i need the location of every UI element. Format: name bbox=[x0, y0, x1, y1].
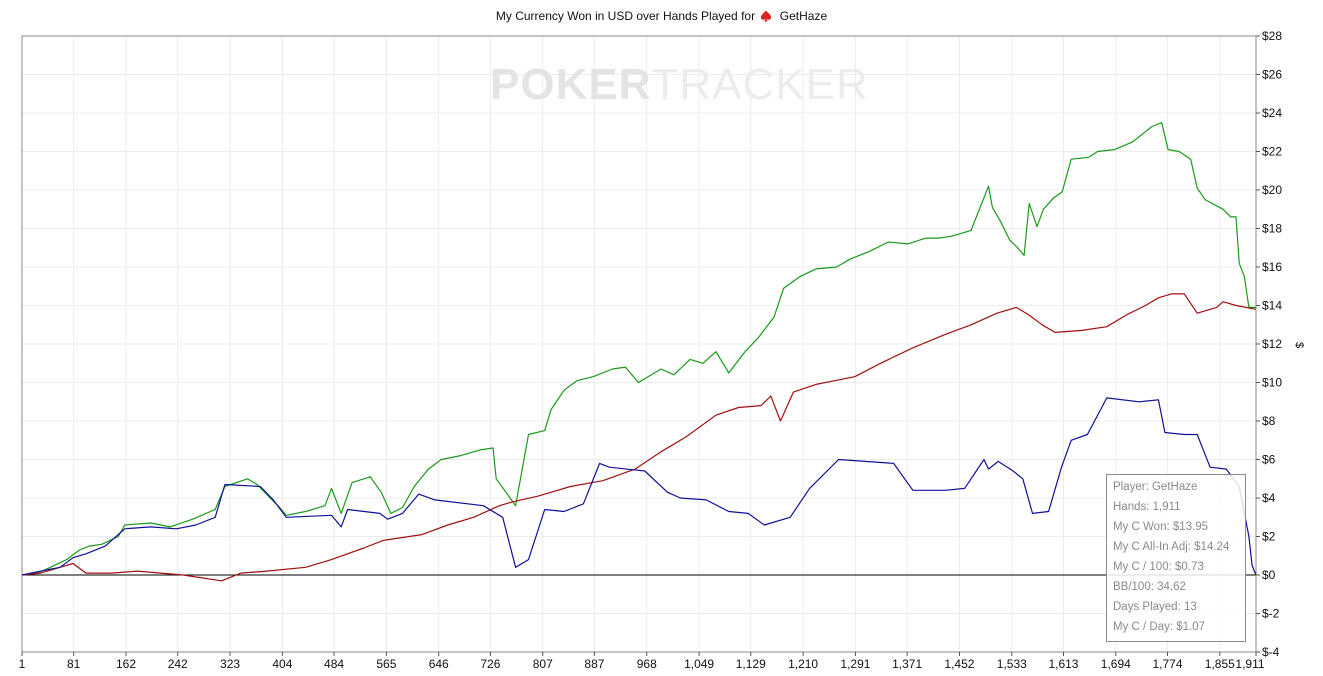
x-tick-label: 484 bbox=[324, 657, 344, 671]
x-tick-label: 1,694 bbox=[1101, 657, 1131, 671]
x-tick-label: 1,774 bbox=[1152, 657, 1182, 671]
stat-won: My C Won: $13.95 bbox=[1113, 521, 1209, 533]
y-axis-ticks: $-4 $-2 $0 $2 $4 $6 $8 $10 $12 $14 $16 $18 $20 $22 $24… bbox=[1256, 29, 1282, 659]
x-tick-label: 1,210 bbox=[788, 657, 818, 671]
series-won-line bbox=[21, 122, 1256, 576]
y-tick-label: $0 bbox=[1262, 568, 1276, 582]
stats-box: Player: GetHaze Hands: 1,911 My C Won: $… bbox=[1106, 474, 1246, 642]
y-tick-label: $28 bbox=[1262, 29, 1282, 43]
stat-player: Player: GetHaze bbox=[1113, 481, 1198, 493]
y-tick-label: $4 bbox=[1262, 491, 1276, 505]
chart-title-text: My Currency Won in USD over Hands Played… bbox=[495, 9, 756, 23]
x-tick-label: 162 bbox=[116, 657, 136, 671]
x-tick-label: 81 bbox=[67, 657, 81, 671]
y-tick-label: $14 bbox=[1262, 299, 1282, 313]
y-tick-label: $24 bbox=[1262, 106, 1282, 120]
y-tick-label: $20 bbox=[1262, 183, 1282, 197]
stat-per-100: My C / 100: $0.73 bbox=[1113, 561, 1204, 573]
stat-per-day: My C / Day: $1.07 bbox=[1113, 621, 1206, 633]
chart-title: My Currency Won in USD over Hands Played… bbox=[0, 9, 1323, 23]
y-tick-label: $12 bbox=[1262, 337, 1282, 351]
series-layer bbox=[21, 122, 1257, 582]
player-name: GetHaze bbox=[779, 9, 828, 23]
x-tick-label: 242 bbox=[168, 657, 188, 671]
series-allin-adj-line bbox=[21, 293, 1257, 582]
y-tick-label: $-4 bbox=[1262, 645, 1280, 659]
x-tick-label: 404 bbox=[272, 657, 292, 671]
x-tick-label: 726 bbox=[480, 657, 500, 671]
x-tick-label: 1 bbox=[19, 657, 26, 671]
y-tick-label: $16 bbox=[1262, 260, 1282, 274]
x-tick-label: 1,291 bbox=[840, 657, 870, 671]
x-tick-label: 1,371 bbox=[892, 657, 922, 671]
x-tick-label: 1,049 bbox=[684, 657, 714, 671]
x-tick-label: 1,452 bbox=[944, 657, 974, 671]
y-axis-label: $ bbox=[1293, 342, 1305, 348]
y-tick-label: $26 bbox=[1262, 68, 1282, 82]
y-tick-label: $10 bbox=[1262, 376, 1282, 390]
x-tick-label: 1,613 bbox=[1048, 657, 1078, 671]
stat-allin-adj: My C All-In Adj: $14.24 bbox=[1113, 541, 1230, 553]
stat-days-played: Days Played: 13 bbox=[1113, 601, 1197, 613]
stat-hands: Hands: 1,911 bbox=[1113, 501, 1181, 513]
x-tick-label: 968 bbox=[637, 657, 657, 671]
spade-icon bbox=[761, 10, 772, 22]
y-tick-label: $22 bbox=[1262, 145, 1282, 159]
x-tick-label: 1,855 bbox=[1205, 657, 1235, 671]
x-tick-label: 323 bbox=[220, 657, 240, 671]
series-showdown-line bbox=[21, 397, 1257, 576]
x-tick-label: 1,129 bbox=[736, 657, 766, 671]
x-tick-label: 1,911 bbox=[1235, 657, 1264, 671]
grid-lines bbox=[21, 35, 1257, 653]
x-axis-ticks: 1 81 162 242 323 404 484 565 646 726 807 887 968 1,04… bbox=[19, 652, 1265, 671]
pokertracker-watermark: POKERTRACKER bbox=[490, 60, 869, 109]
x-tick-label: 565 bbox=[376, 657, 396, 671]
y-tick-label: $-2 bbox=[1262, 607, 1280, 621]
y-tick-label: $8 bbox=[1262, 414, 1276, 428]
x-tick-label: 1,533 bbox=[997, 657, 1027, 671]
y-tick-label: $6 bbox=[1262, 453, 1276, 467]
stat-bb-100: BB/100: 34.62 bbox=[1113, 581, 1186, 593]
y-tick-label: $18 bbox=[1262, 222, 1282, 236]
x-tick-label: 646 bbox=[429, 657, 449, 671]
y-tick-label: $2 bbox=[1262, 530, 1276, 544]
x-tick-label: 887 bbox=[584, 657, 604, 671]
x-tick-label: 807 bbox=[533, 657, 553, 671]
